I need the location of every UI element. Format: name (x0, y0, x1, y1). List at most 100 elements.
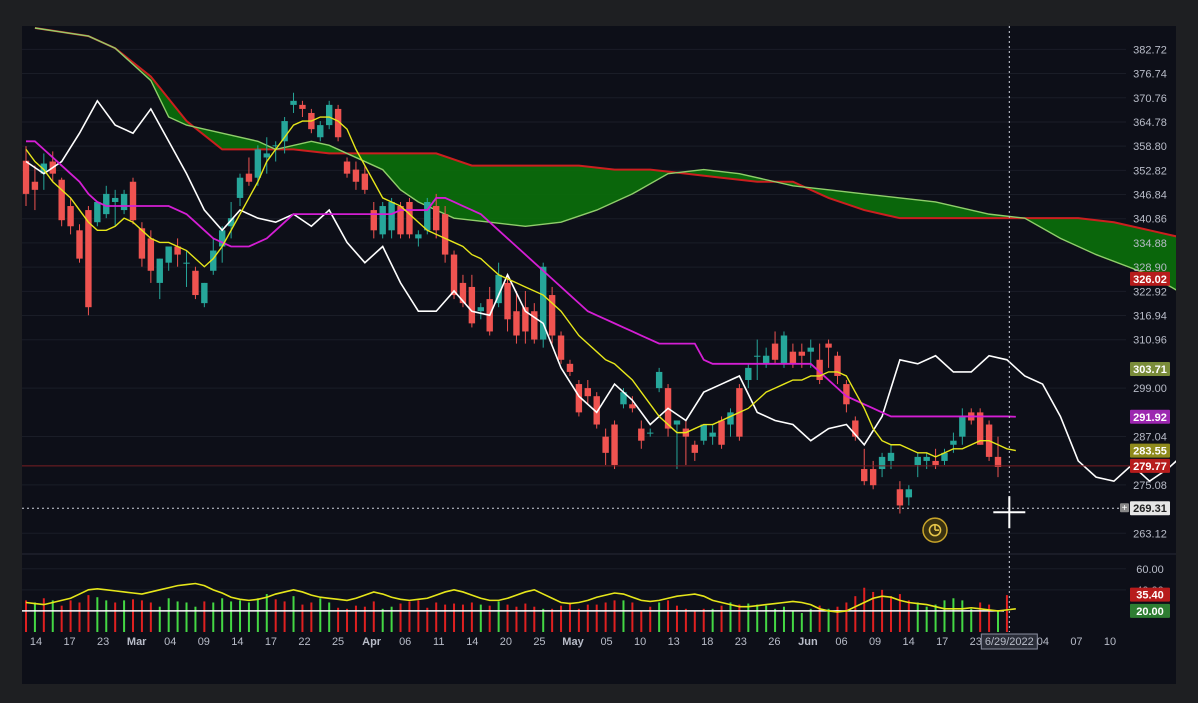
clock-icon-face (928, 523, 942, 537)
volume-bar (952, 598, 955, 632)
price-tick: 299.00 (1133, 383, 1167, 395)
volume-bar (863, 587, 866, 632)
price-badge-bg (1130, 443, 1170, 458)
date-tick: 25 (533, 636, 545, 648)
price-badge: 291.92 (1133, 412, 1167, 424)
candle-body (290, 100, 297, 105)
candle-body (789, 351, 797, 364)
date-tick: 06 (835, 636, 847, 648)
candle-body (477, 307, 484, 312)
volume-bar (560, 605, 563, 632)
candle-body (593, 396, 600, 425)
volume-bar (194, 606, 197, 632)
candle-body (584, 388, 591, 397)
candle-body (192, 270, 199, 296)
date-axis: 14 17 23 Mar 04 09 14 17 22 25 Apr 06 11 14 20 25 May 05 1… (30, 633, 1116, 650)
volume-bar (381, 608, 384, 632)
volume-bar (310, 602, 313, 632)
date-tick: 20 (500, 636, 512, 648)
candle-body (531, 311, 538, 340)
volume-bars (22, 582, 1016, 632)
date-tick: 05 (600, 636, 612, 648)
volume-bar (720, 605, 723, 632)
clock-icon[interactable] (922, 517, 948, 543)
volume-bar (711, 608, 714, 632)
ichimoku-chart[interactable]: 14 17 23 Mar 04 09 14 17 22 25 Apr 06 11 14 20 25 May 05 1… (22, 26, 1176, 684)
candle-body (504, 282, 511, 320)
price-tick: 382.72 (1133, 44, 1167, 56)
date-tick: 25 (332, 636, 344, 648)
plus-icon-glyph: + (1122, 503, 1128, 514)
volume-bar (426, 607, 429, 632)
candle-body (762, 355, 770, 364)
date-tick: 04 (164, 636, 176, 648)
candle-body (370, 210, 377, 231)
candle-body (718, 420, 725, 445)
candle-body (424, 201, 431, 231)
price-axis[interactable]: 382.72 376.74 370.76 364.78 358.80 352.82 346.… (1130, 44, 1170, 618)
volume-bar (167, 598, 170, 632)
candle-body (950, 440, 957, 445)
candle-body (352, 169, 360, 182)
candle-body (433, 206, 440, 231)
volume-bar (256, 598, 259, 632)
candle-body (548, 295, 556, 336)
volume-bar (354, 605, 357, 632)
price-tick: 376.74 (1133, 69, 1167, 81)
candle-body (566, 363, 574, 372)
date-tick: 14 (30, 636, 42, 648)
volume-bar (390, 606, 393, 632)
volume-bar (907, 600, 910, 632)
candle-body (317, 125, 324, 138)
volume-bar (542, 608, 545, 632)
candle-body (174, 246, 181, 255)
price-badge: 283.55 (1133, 446, 1167, 458)
candle-body (388, 201, 395, 231)
volume-bar (943, 600, 946, 632)
candle-body (629, 404, 636, 409)
volume-bar (747, 603, 750, 632)
volume-bar (845, 602, 848, 632)
volume-bar (604, 602, 607, 632)
candle-body (861, 469, 868, 482)
volume-bar (988, 604, 991, 632)
candle-body (914, 456, 921, 465)
candle-body (85, 210, 92, 308)
volume-bar (809, 608, 812, 632)
price-badge: 279.77 (1133, 461, 1167, 473)
candle-body (245, 173, 253, 182)
volume-bar (149, 602, 152, 632)
date-tick: 09 (198, 636, 210, 648)
candle-body (361, 173, 369, 190)
candle-body (976, 412, 984, 445)
price-tick: 370.76 (1133, 93, 1167, 105)
volume-bar (693, 610, 696, 632)
volume-bar (230, 601, 233, 632)
candle-body (771, 343, 779, 360)
volume-bar (533, 606, 536, 632)
candle-body (878, 456, 886, 470)
volume-bar (1005, 595, 1008, 632)
candle-body (22, 160, 30, 194)
volume-bar (123, 600, 126, 632)
price-badge: 269.31 (1133, 503, 1167, 515)
volume-bar (551, 608, 554, 632)
volume-bar (105, 600, 108, 632)
volume-bar (292, 596, 295, 632)
date-tick: 23 (97, 636, 109, 648)
date-tick: 14 (466, 636, 478, 648)
indicator-badge: 35.40 (1136, 590, 1164, 602)
tenkan-sen (25, 116, 1016, 458)
volume-bar (765, 605, 768, 632)
price-badge: 326.02 (1133, 274, 1167, 286)
volume-bar (69, 600, 72, 632)
date-tick: 07 (1070, 636, 1082, 648)
volume-bar (239, 600, 242, 632)
volume-bar (506, 604, 509, 632)
candle-body (156, 258, 163, 283)
date-tick: 11 (433, 636, 444, 648)
candle-body (263, 153, 270, 158)
price-badge-bg (1130, 271, 1170, 286)
volume-bar (827, 608, 830, 632)
candle-body (638, 428, 645, 441)
